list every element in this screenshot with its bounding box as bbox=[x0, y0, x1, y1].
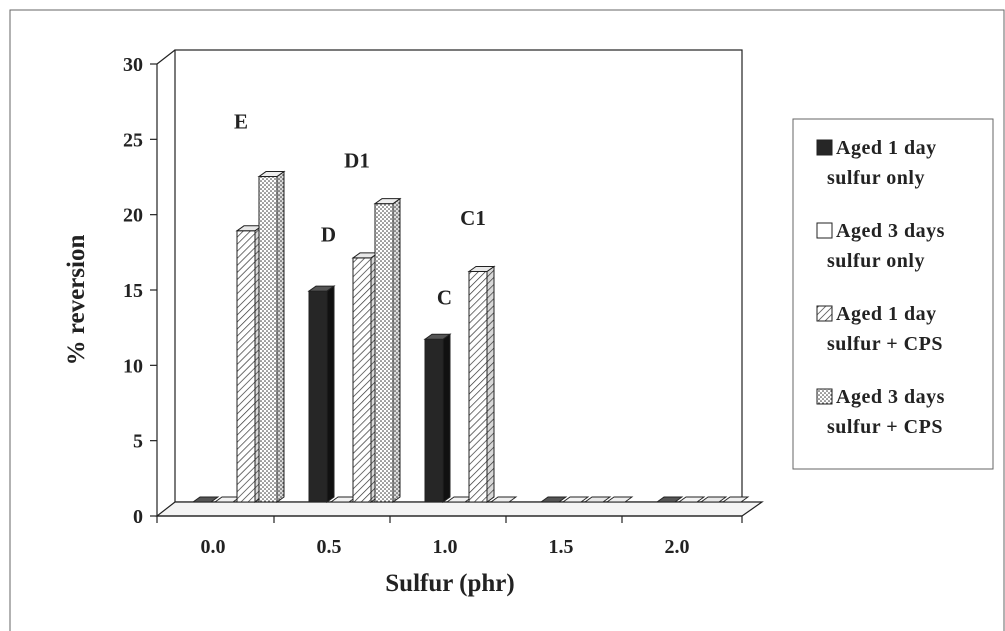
legend-label: Aged 3 days bbox=[836, 220, 945, 242]
legend: Aged 1 day sulfur only Aged 3 days sulfur o… bbox=[793, 119, 993, 469]
bar-hatch-0.0 bbox=[237, 226, 262, 502]
legend-swatch bbox=[817, 306, 832, 321]
legend-label: sulfur only bbox=[827, 250, 925, 272]
y-tick-label: 30 bbox=[123, 54, 143, 76]
bar-dots-0.5 bbox=[375, 199, 400, 502]
y-tick-label: 10 bbox=[123, 355, 143, 377]
legend-swatch bbox=[817, 389, 832, 404]
bar-solid-0.5 bbox=[309, 286, 334, 502]
y-axis: 0 5 10 15 20 25 30 bbox=[123, 54, 157, 528]
legend-label: sulfur + CPS bbox=[827, 416, 943, 438]
y-tick-label: 5 bbox=[133, 431, 143, 453]
legend-label: Aged 3 days bbox=[836, 386, 945, 408]
legend-label: sulfur + CPS bbox=[827, 333, 943, 355]
x-tick-label: 0.5 bbox=[317, 536, 342, 558]
x-tick-label: 0.0 bbox=[201, 536, 226, 558]
legend-swatch bbox=[817, 223, 832, 238]
x-axis: 0.0 0.5 1.0 1.5 2.0 bbox=[157, 516, 742, 558]
bar-hatch-1.0 bbox=[469, 266, 494, 502]
x-axis-label: Sulfur (phr) bbox=[385, 570, 514, 597]
legend-label: Aged 1 day bbox=[836, 303, 937, 325]
y-tick-label: 20 bbox=[123, 205, 143, 227]
legend-label: sulfur only bbox=[827, 167, 925, 189]
legend-swatch bbox=[817, 140, 832, 155]
floor bbox=[157, 502, 762, 516]
bar-annotation: E bbox=[234, 109, 248, 133]
x-tick-label: 1.0 bbox=[433, 536, 458, 558]
bar-hatch-0.5 bbox=[353, 253, 378, 502]
bar-solid-1.0 bbox=[425, 334, 450, 502]
x-tick-label: 1.5 bbox=[549, 536, 574, 558]
y-tick-label: 0 bbox=[133, 506, 143, 528]
left-wall-top bbox=[157, 50, 175, 64]
bar-annotation: D bbox=[321, 222, 336, 246]
bar-annotation: C bbox=[437, 286, 452, 310]
bar-annotation: D1 bbox=[344, 149, 370, 173]
bar-annotation: C1 bbox=[460, 206, 486, 230]
y-axis-label: % reversion bbox=[63, 235, 90, 366]
x-tick-label: 2.0 bbox=[665, 536, 690, 558]
y-tick-label: 15 bbox=[123, 280, 143, 302]
y-tick-label: 25 bbox=[123, 129, 143, 151]
legend-label: Aged 1 day bbox=[836, 137, 937, 159]
bar-dots-0.0 bbox=[259, 172, 284, 502]
